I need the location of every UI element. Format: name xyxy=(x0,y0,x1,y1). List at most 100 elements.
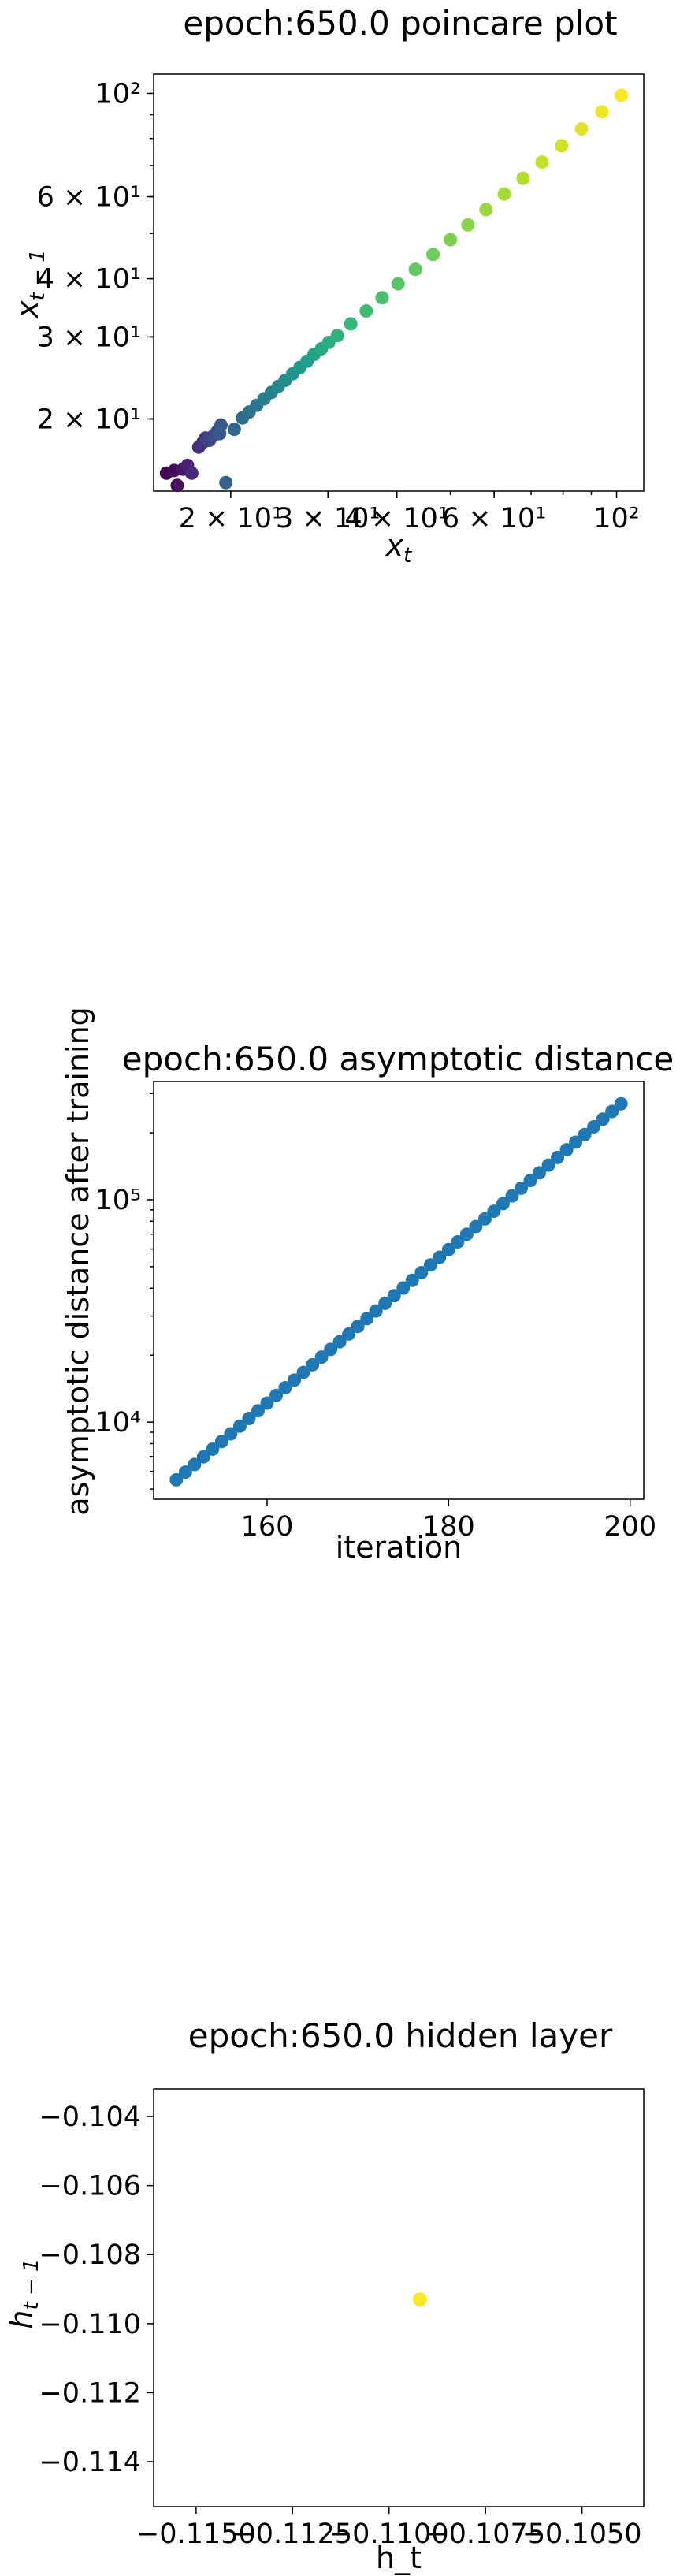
x-tick-label: −0.1125 xyxy=(232,2518,352,2550)
poincare-point xyxy=(426,248,440,262)
poincare-point xyxy=(461,218,475,232)
poincare-plot-frame xyxy=(153,73,645,492)
x-tick-label: 160 xyxy=(241,1511,294,1543)
hidden-layer-y-ticks: −0.104 −0.106 −0.108 −0.110 −0.112 −0.114 xyxy=(39,2101,154,2478)
x-tick-label: −0.1050 xyxy=(522,2518,642,2550)
asymptotic-point xyxy=(523,1174,537,1188)
asymptotic-point xyxy=(342,1327,356,1341)
y-tick-label: 4 × 10¹ xyxy=(37,264,141,296)
poincare-points xyxy=(159,88,629,493)
asymptotic-point xyxy=(324,1342,338,1357)
poincare-point xyxy=(535,155,549,169)
asymptotic-point xyxy=(224,1427,238,1441)
poincare-title: epoch:650.0 poincare plot xyxy=(183,4,617,43)
asymptotic-point xyxy=(414,1265,429,1279)
asymptotic-point xyxy=(188,1457,202,1472)
poincare-point xyxy=(375,291,389,305)
poincare-x-axis-label: xt xyxy=(385,528,413,568)
asymptotic-point xyxy=(405,1273,419,1287)
poincare-point xyxy=(227,423,241,437)
hidden-layer-plot-frame xyxy=(153,2088,645,2507)
x-tick-label: −0.1075 xyxy=(425,2518,545,2550)
poincare-point xyxy=(516,171,530,185)
asymptotic-chart: epoch:650.0 asymptotic distance 160 180 20… xyxy=(61,1007,674,1565)
x-tick-label: −0.1150 xyxy=(136,2518,256,2550)
poincare-point xyxy=(391,277,405,291)
asymptotic-plot-frame xyxy=(153,1081,645,1500)
asymptotic-point xyxy=(288,1373,302,1387)
y-tick-label: 6 × 10¹ xyxy=(37,182,141,214)
asymptotic-point xyxy=(332,1335,347,1349)
asymptotic-point xyxy=(314,1350,329,1364)
hidden-layer-x-ticks: −0.1150−0.1125−0.1100−0.1075−0.1050 xyxy=(136,2507,642,2550)
asymptotic-title: epoch:650.0 asymptotic distance xyxy=(122,1040,674,1078)
asymptotic-point xyxy=(278,1381,292,1395)
asymptotic-point xyxy=(487,1204,501,1219)
y-tick-label: −0.104 xyxy=(39,2101,141,2133)
asymptotic-point xyxy=(178,1465,192,1480)
asymptotic-point xyxy=(559,1143,574,1157)
asymptotic-point xyxy=(169,1472,184,1487)
hidden-layer-points xyxy=(412,2292,427,2307)
x-tick-label: 3 × 10¹ xyxy=(276,503,380,534)
asymptotic-point xyxy=(614,1096,628,1111)
asymptotic-point xyxy=(232,1419,247,1433)
asymptotic-point xyxy=(515,1181,528,1195)
hidden-layer-point xyxy=(412,2292,427,2307)
asymptotic-point xyxy=(206,1442,220,1456)
x-tick-label: 4 × 10¹ xyxy=(345,503,449,534)
asymptotic-point xyxy=(260,1396,274,1410)
asymptotic-point xyxy=(578,1127,592,1141)
asymptotic-point xyxy=(496,1197,510,1211)
poincare-point xyxy=(444,233,458,247)
hidden-layer-y-axis-label: ht − 1 xyxy=(4,2258,43,2328)
poincare-point xyxy=(330,329,344,343)
asymptotic-point xyxy=(214,1435,228,1449)
asymptotic-point xyxy=(396,1281,411,1295)
asymptotic-point xyxy=(533,1166,547,1180)
asymptotic-point xyxy=(378,1296,392,1310)
y-tick-label: 10⁴ xyxy=(95,1407,141,1439)
y-tick-label: 2 × 10¹ xyxy=(37,404,141,435)
poincare-point xyxy=(359,304,373,318)
asymptotic-point xyxy=(469,1219,483,1234)
poincare-point xyxy=(170,478,184,493)
asymptotic-point xyxy=(296,1365,310,1379)
poincare-y-axis-label: xt − 1 xyxy=(10,249,50,319)
poincare-point xyxy=(479,203,493,217)
asymptotic-points xyxy=(169,1096,628,1487)
asymptotic-point xyxy=(269,1388,283,1402)
poincare-y-ticks: 2 × 10¹ 3 × 10¹ 4 × 10¹ 6 × 10¹ 10² xyxy=(37,78,154,435)
asymptotic-point xyxy=(441,1242,455,1256)
asymptotic-point xyxy=(569,1135,583,1149)
asymptotic-point xyxy=(423,1258,437,1272)
asymptotic-point xyxy=(459,1227,474,1241)
poincare-point xyxy=(615,88,629,102)
y-tick-label: −0.108 xyxy=(39,2239,141,2271)
asymptotic-point xyxy=(451,1235,465,1249)
y-tick-label: −0.110 xyxy=(39,2309,141,2340)
y-tick-label: −0.114 xyxy=(39,2447,141,2478)
x-tick-label: −0.1100 xyxy=(329,2518,449,2550)
poincare-point xyxy=(555,139,569,153)
asymptotic-point xyxy=(251,1404,265,1418)
asymptotic-x-ticks: 160 180 200 xyxy=(241,1499,656,1543)
asymptotic-point xyxy=(596,1112,610,1126)
x-tick-label: 6 × 10¹ xyxy=(442,503,546,534)
asymptotic-point xyxy=(196,1450,210,1464)
poincare-point xyxy=(595,105,609,119)
hidden-layer-chart: epoch:650.0 hidden layer −0.1150−0.1125−… xyxy=(4,2016,645,2575)
y-tick-label: −0.106 xyxy=(39,2171,141,2202)
asymptotic-point xyxy=(587,1119,601,1134)
asymptotic-point xyxy=(306,1357,320,1372)
asymptotic-x-axis-label: iteration xyxy=(336,1530,463,1565)
x-tick-label: 200 xyxy=(604,1511,656,1543)
asymptotic-point xyxy=(360,1312,374,1326)
asymptotic-point xyxy=(551,1150,565,1164)
x-tick-label: 2 × 10¹ xyxy=(179,503,283,534)
y-tick-label: 10² xyxy=(95,78,141,110)
asymptotic-point xyxy=(505,1189,519,1203)
